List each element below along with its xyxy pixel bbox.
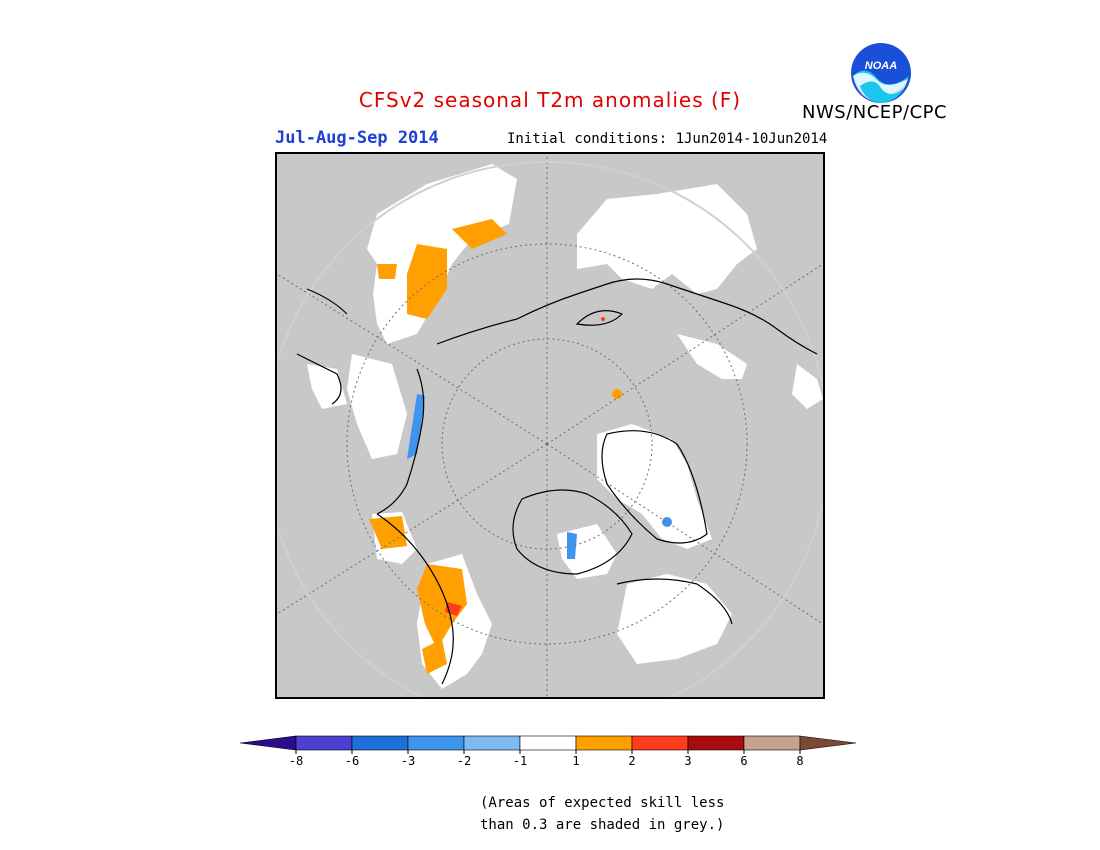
- footnote-line-2: than 0.3 are shaded in grey.): [480, 817, 725, 833]
- warm-anomaly-regions: [369, 219, 622, 674]
- legend-swatch: [519, 735, 577, 751]
- legend-tick-label: 8: [796, 754, 803, 768]
- legend-tick-label: 3: [684, 754, 691, 768]
- legend-swatch: [575, 735, 633, 751]
- coastlines: [296, 278, 818, 685]
- legend-tick-label: -8: [289, 754, 303, 768]
- skill-footnote: (Areas of expected skill less than 0.3 a…: [480, 792, 724, 836]
- hemisphere-edge: [277, 161, 823, 697]
- color-legend: -8 -6 -3 -2 -1 1 2 3 6 8: [240, 735, 857, 768]
- legend-tick-label: 2: [628, 754, 635, 768]
- polar-map: [275, 152, 825, 699]
- polar-map-canvas: [277, 154, 823, 697]
- legend-tick-label: -2: [457, 754, 471, 768]
- legend-bars: [240, 735, 857, 751]
- legend-swatch: [687, 735, 745, 751]
- legend-tick-label: -3: [401, 754, 415, 768]
- initial-conditions-label: Initial conditions: 1Jun2014-10Jun2014: [507, 131, 828, 147]
- season-label: Jul-Aug-Sep 2014: [275, 128, 439, 148]
- agency-label: NWS/NCEP/CPC: [802, 102, 948, 123]
- graticule: [277, 154, 823, 697]
- legend-swatch-min: [240, 735, 297, 751]
- legend-tick-label: 1: [572, 754, 579, 768]
- legend-tick-label: -6: [345, 754, 359, 768]
- noaa-logo-icon: NOAA: [851, 43, 911, 103]
- legend-ticks: -8 -6 -3 -2 -1 1 2 3 6 8: [289, 750, 804, 768]
- chart-title: CFSv2 seasonal T2m anomalies (F): [358, 88, 742, 112]
- legend-tick-label: 6: [740, 754, 747, 768]
- footnote-line-1: (Areas of expected skill less: [480, 795, 725, 811]
- legend-swatch: [351, 735, 409, 751]
- legend-swatch: [463, 735, 521, 751]
- legend-swatch: [295, 735, 353, 751]
- legend-swatch: [407, 735, 465, 751]
- logo-lettering: NOAA: [865, 60, 897, 72]
- legend-swatch: [631, 735, 689, 751]
- cold-anomaly-regions: [407, 394, 672, 559]
- legend-swatch-max: [799, 735, 857, 751]
- legend-tick-label: -1: [513, 754, 527, 768]
- legend-swatch: [743, 735, 801, 751]
